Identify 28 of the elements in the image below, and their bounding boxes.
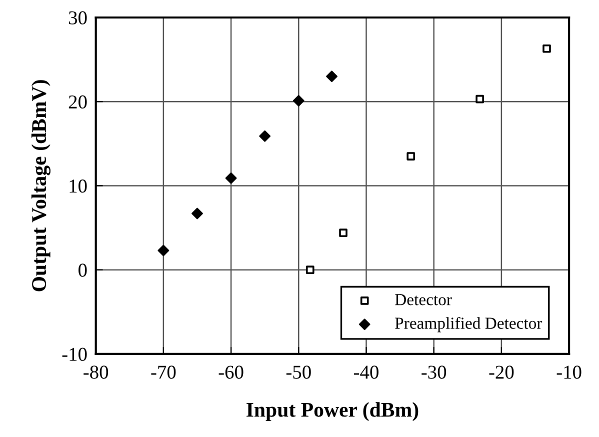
point — [326, 70, 338, 82]
x-axis-title: Input Power (dBm) — [246, 402, 418, 422]
point — [476, 94, 484, 104]
point — [292, 95, 304, 106]
y-tick-label: 0 — [78, 264, 87, 277]
x-tick-label: -60 — [218, 366, 244, 379]
y-tick-label: 10 — [70, 180, 87, 193]
point — [406, 152, 416, 160]
y-tick-label: -10 — [62, 348, 87, 361]
x-tick-label: -10 — [556, 366, 582, 379]
x-tick-label: -20 — [489, 366, 514, 379]
point — [192, 208, 203, 220]
y-tick-label: 30 — [68, 11, 87, 24]
x-tick-label: -40 — [354, 366, 378, 379]
point — [306, 266, 314, 274]
point — [542, 44, 551, 53]
y-tick-label: 20 — [68, 95, 87, 109]
point — [339, 228, 348, 237]
point — [259, 130, 271, 142]
x-tick-label: -80 — [84, 366, 108, 379]
legend-label: Preamplified Detector — [395, 316, 542, 332]
x-tick-label: -50 — [286, 366, 311, 379]
y-axis-title: Output Voltage (dBmV) — [31, 80, 50, 292]
legend-label: Detector — [395, 294, 452, 306]
point — [158, 244, 170, 256]
x-tick-label: -30 — [422, 366, 446, 379]
x-tick-label: -70 — [151, 366, 176, 379]
point — [225, 172, 237, 184]
